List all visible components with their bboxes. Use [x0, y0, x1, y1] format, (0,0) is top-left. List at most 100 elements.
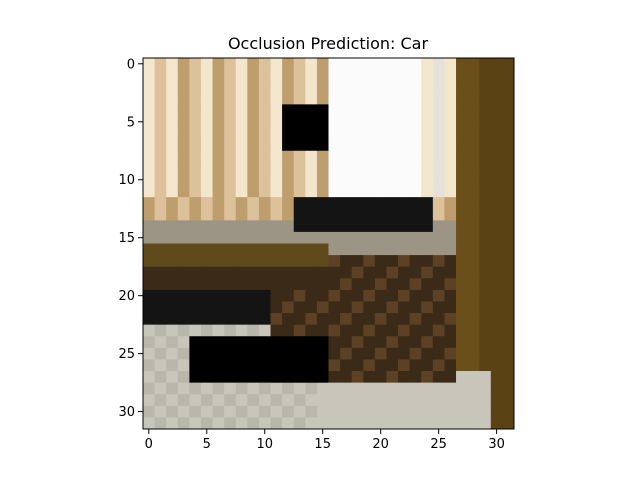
image-pixel: [154, 185, 167, 198]
image-pixel: [166, 289, 179, 302]
image-pixel: [258, 150, 271, 163]
image-pixel: [282, 197, 295, 210]
image-pixel: [189, 162, 202, 175]
image-pixel: [386, 347, 399, 360]
image-pixel: [502, 185, 515, 198]
image-pixel: [328, 417, 341, 430]
image-pixel: [398, 266, 411, 279]
image-pixel: [316, 185, 329, 198]
image-pixel: [386, 266, 399, 279]
image-pixel: [398, 231, 411, 244]
image-pixel: [154, 278, 167, 291]
image-pixel: [363, 197, 376, 210]
image-pixel: [456, 405, 469, 418]
image-pixel: [247, 266, 260, 279]
image-pixel: [479, 208, 492, 221]
image-pixel: [247, 220, 260, 233]
image-pixel: [340, 347, 353, 360]
image-pixel: [316, 243, 329, 256]
image-pixel: [479, 185, 492, 198]
image-pixel: [363, 371, 376, 384]
image-pixel: [316, 405, 329, 418]
image-pixel: [386, 208, 399, 221]
image-pixel: [154, 371, 167, 384]
image-pixel: [143, 266, 155, 279]
image-pixel: [386, 127, 399, 140]
image-pixel: [409, 278, 422, 291]
image-pixel: [154, 231, 167, 244]
image-pixel: [398, 104, 411, 117]
image-pixel: [374, 162, 387, 175]
image-pixel: [421, 382, 434, 395]
image-pixel: [282, 255, 295, 268]
image-pixel: [305, 266, 318, 279]
image-pixel: [154, 347, 167, 360]
image-pixel: [340, 289, 353, 302]
image-pixel: [305, 197, 318, 210]
image-pixel: [235, 313, 248, 326]
image-pixel: [351, 359, 364, 372]
image-pixel: [467, 69, 480, 82]
image-pixel: [154, 359, 167, 372]
image-pixel: [166, 81, 179, 94]
image-pixel: [166, 405, 179, 418]
image-pixel: [479, 197, 492, 210]
image-pixel: [282, 208, 295, 221]
image-pixel: [177, 313, 190, 326]
image-pixel: [189, 243, 202, 256]
image-pixel: [328, 197, 341, 210]
image-pixel: [224, 220, 237, 233]
image-pixel: [374, 173, 387, 186]
image-pixel: [247, 185, 260, 198]
image-pixel: [305, 394, 318, 407]
image-pixel: [177, 382, 190, 395]
image-pixel: [189, 58, 202, 70]
image-pixel: [258, 173, 271, 186]
image-pixel: [502, 266, 515, 279]
image-pixel: [479, 301, 492, 314]
x-tick-label: 10: [256, 437, 273, 452]
image-pixel: [189, 139, 202, 152]
image-pixel: [328, 371, 341, 384]
image-pixel: [409, 255, 422, 268]
image-pixel: [386, 255, 399, 268]
image-pixel: [212, 127, 225, 140]
image-pixel: [409, 336, 422, 349]
image-pixel: [212, 255, 225, 268]
image-pixel: [490, 139, 503, 152]
image-pixel: [444, 394, 457, 407]
image-pixel: [386, 162, 399, 175]
image-pixel: [224, 255, 237, 268]
image-pixel: [456, 255, 469, 268]
image-pixel: [316, 301, 329, 314]
image-pixel: [351, 394, 364, 407]
image-pixel: [502, 243, 515, 256]
image-pixel: [258, 220, 271, 233]
image-pixel: [444, 81, 457, 94]
image-pixel: [270, 150, 283, 163]
image-pixel: [258, 58, 271, 70]
image-pixel: [502, 394, 515, 407]
image-pixel: [363, 150, 376, 163]
image-pixel: [490, 104, 503, 117]
image-pixel: [235, 150, 248, 163]
image-pixel: [502, 139, 515, 152]
image-pixel: [270, 115, 283, 128]
image-pixel: [421, 81, 434, 94]
image-pixel: [374, 243, 387, 256]
image-pixel: [432, 162, 445, 175]
image-pixel: [490, 289, 503, 302]
image-pixel: [200, 324, 213, 337]
image-pixel: [386, 243, 399, 256]
image-pixel: [305, 417, 318, 430]
image-pixel: [467, 371, 480, 384]
image-pixel: [154, 405, 167, 418]
image-pixel: [444, 58, 457, 70]
image-pixel: [258, 185, 271, 198]
image-pixel: [212, 81, 225, 94]
image-pixel: [479, 405, 492, 418]
image-pixel: [212, 185, 225, 198]
image-pixel: [421, 92, 434, 105]
image-pixel: [421, 359, 434, 372]
image-pixel: [212, 417, 225, 430]
